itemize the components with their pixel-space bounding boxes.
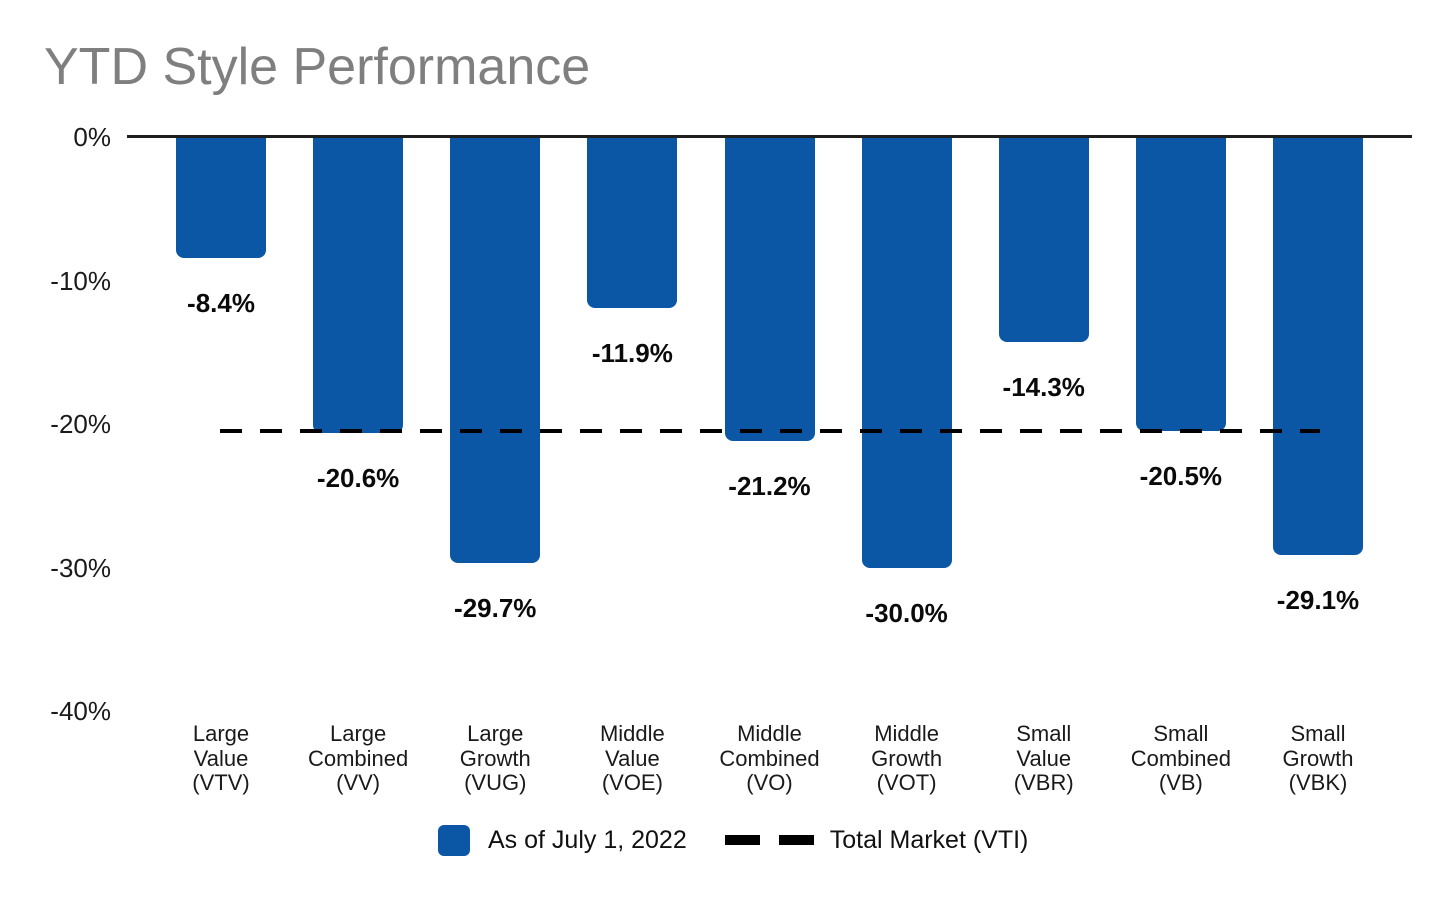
x-axis-label-line: Value xyxy=(193,745,249,771)
x-axis-label-line: Large xyxy=(192,721,250,746)
x-axis-label-line: (VOT) xyxy=(876,770,937,795)
x-axis-label-line: Growth xyxy=(871,745,943,771)
x-axis-label-line: (VOE) xyxy=(601,770,663,795)
bar-vo xyxy=(724,137,815,442)
legend-dash-segment xyxy=(778,835,814,845)
legend-dashed-line-swatch xyxy=(724,835,814,845)
x-axis-label-vo: Middle Combined (VO) xyxy=(690,721,850,796)
legend-bar-swatch xyxy=(438,824,470,856)
bar-vbr xyxy=(998,137,1089,343)
bar-vug xyxy=(450,137,541,564)
x-axis-label-line: Small xyxy=(1153,721,1209,746)
legend-label-series: As of July 1, 2022 xyxy=(488,825,687,854)
x-axis-label-line: Value xyxy=(1016,745,1072,771)
total-market-dashed-reference-line xyxy=(220,429,1320,433)
x-axis-label-line: Small xyxy=(1016,721,1072,746)
bar-value-label: -21.2% xyxy=(728,471,811,502)
x-axis-label-line: (VBR) xyxy=(1013,770,1074,795)
x-axis-label-vot: Middle Growth (VOT) xyxy=(827,721,987,796)
x-axis-label-line: (VB) xyxy=(1158,770,1203,795)
x-axis-label-line: (VBK) xyxy=(1288,770,1348,795)
bar-vtv xyxy=(176,137,266,258)
bar-value-label: -29.7% xyxy=(454,593,537,624)
y-axis-tick-label: 0% xyxy=(73,122,111,152)
bar-vv xyxy=(313,137,404,433)
y-axis-tick-label: -30% xyxy=(50,552,111,583)
x-axis-label-line: (VO) xyxy=(746,770,793,795)
legend-label-reference: Total Market (VTI) xyxy=(829,825,1029,854)
bar-vbk xyxy=(1273,137,1363,555)
x-axis-label-line: Growth xyxy=(1282,745,1354,771)
x-axis-label-line: Value xyxy=(605,745,660,771)
bar-vb xyxy=(1135,137,1226,432)
x-axis-label-line: Combined xyxy=(307,745,409,771)
x-axis-label-line: Large xyxy=(467,721,524,746)
x-axis-label-line: Middle xyxy=(737,721,802,746)
x-axis-label-vv: Large Combined (VV) xyxy=(278,721,438,796)
x-axis-label-line: Growth xyxy=(459,745,531,771)
y-axis-tick-label: -40% xyxy=(50,696,111,726)
zero-axis-line xyxy=(127,135,1412,138)
x-axis-label-line: Small xyxy=(1290,721,1346,746)
bar-value-label: -20.5% xyxy=(1139,461,1223,492)
bar-value-label: -11.9% xyxy=(591,337,673,368)
chart-title: YTD Style Performance xyxy=(44,38,591,96)
x-axis-label-vtv: Large Value (VTV) xyxy=(141,721,301,796)
bar-value-label: -8.4% xyxy=(187,287,255,318)
x-axis-label-line: Combined xyxy=(719,745,820,771)
bar-voe xyxy=(587,137,678,308)
legend: As of July 1, 2022 Total Market (VTI) xyxy=(438,823,1028,857)
bar-value-label: -14.3% xyxy=(1002,372,1085,403)
x-axis-label-line: Combined xyxy=(1130,745,1232,771)
bar-value-label: -30.0% xyxy=(865,597,948,628)
x-axis-label-line: (VV) xyxy=(336,770,381,795)
x-axis-label-voe: Middle Value (VOE) xyxy=(552,721,712,796)
x-axis-label-line: (VTV) xyxy=(192,770,250,795)
x-axis-label-vb: Small Combined (VB) xyxy=(1101,721,1261,796)
legend-dash-segment xyxy=(724,835,760,845)
x-axis-label-line: (VUG) xyxy=(464,770,527,795)
y-axis-tick-label: -10% xyxy=(50,265,111,296)
bar-value-label: -20.6% xyxy=(316,462,400,493)
bar-value-label: -29.1% xyxy=(1276,584,1360,615)
x-axis-label-line: Middle xyxy=(874,721,940,746)
x-axis-label-vbk: Small Growth (VBK) xyxy=(1238,721,1398,796)
y-axis-tick-label: -20% xyxy=(50,409,111,439)
x-axis-label-vug: Large Growth (VUG) xyxy=(415,721,575,796)
x-axis-label-line: Large xyxy=(329,721,387,746)
bar-vot xyxy=(861,137,952,568)
x-axis-label-vbr: Small Value (VBR) xyxy=(964,721,1124,796)
x-axis-label-line: Middle xyxy=(599,721,665,746)
